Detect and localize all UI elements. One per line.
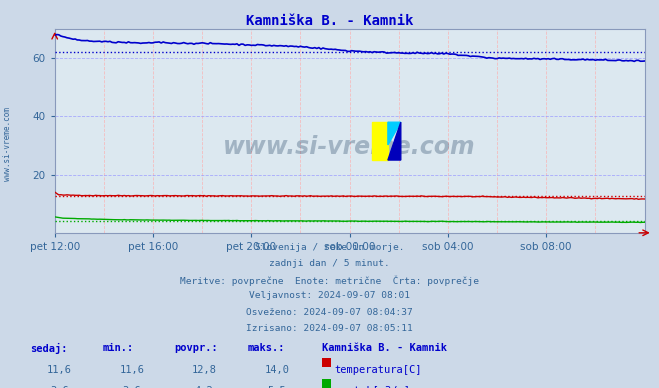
Text: Veljavnost: 2024-09-07 08:01: Veljavnost: 2024-09-07 08:01 [249,291,410,300]
Text: povpr.:: povpr.: [175,343,218,353]
Text: Slovenija / reke in morje.: Slovenija / reke in morje. [255,242,404,251]
Text: www.si-vreme.com: www.si-vreme.com [3,107,13,180]
Text: zadnji dan / 5 minut.: zadnji dan / 5 minut. [269,259,390,268]
Polygon shape [388,122,401,160]
Text: Kamniška B. - Kamnik: Kamniška B. - Kamnik [246,14,413,28]
Text: 3,6: 3,6 [123,386,141,388]
Text: Izrisano: 2024-09-07 08:05:11: Izrisano: 2024-09-07 08:05:11 [246,324,413,333]
Bar [372,122,388,160]
Text: www.si-vreme.com: www.si-vreme.com [223,135,476,159]
Text: Meritve: povprečne  Enote: metrične  Črta: povprečje: Meritve: povprečne Enote: metrične Črta:… [180,275,479,286]
Text: 3,6: 3,6 [50,386,69,388]
Text: pretok[m3/s]: pretok[m3/s] [335,386,410,388]
Text: 4,2: 4,2 [195,386,214,388]
Text: temperatura[C]: temperatura[C] [335,365,422,375]
Polygon shape [388,122,401,145]
Text: 5,5: 5,5 [268,386,286,388]
Text: 11,6: 11,6 [47,365,72,375]
Text: sedaj:: sedaj: [30,343,67,354]
Text: 11,6: 11,6 [119,365,144,375]
Text: 12,8: 12,8 [192,365,217,375]
Text: Kamniška B. - Kamnik: Kamniška B. - Kamnik [322,343,447,353]
Text: 14,0: 14,0 [264,365,289,375]
Text: min.:: min.: [102,343,133,353]
Text: maks.:: maks.: [247,343,285,353]
Text: Osveženo: 2024-09-07 08:04:37: Osveženo: 2024-09-07 08:04:37 [246,308,413,317]
